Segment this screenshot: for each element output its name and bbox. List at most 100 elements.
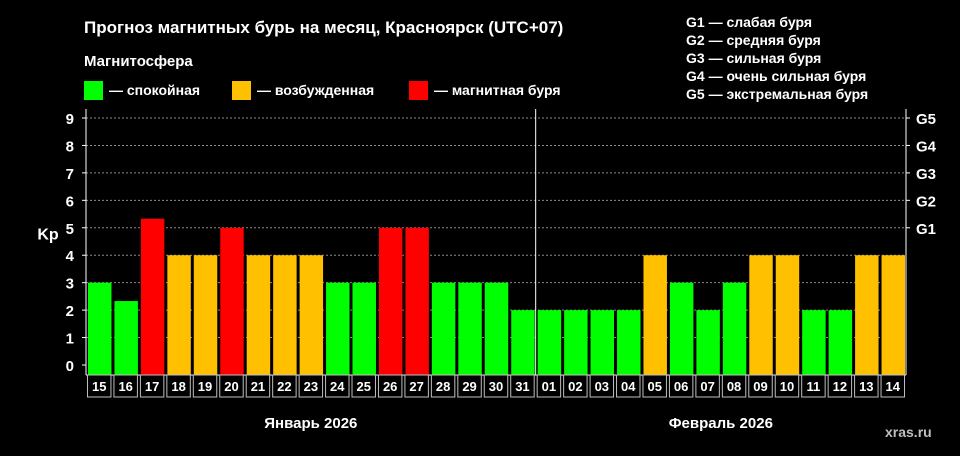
- date-label-14: 14: [886, 379, 901, 394]
- date-label-17: 17: [145, 379, 159, 394]
- date-box: [589, 374, 615, 398]
- date-box: [563, 374, 588, 398]
- watermark: xras.ru: [885, 424, 932, 440]
- date-box: [721, 374, 747, 398]
- bar-06: [669, 282, 694, 375]
- date-label-16: 16: [118, 379, 132, 394]
- y2-tick-label: G5: [916, 111, 936, 128]
- date-box: [192, 374, 218, 398]
- date-label-19: 19: [198, 379, 212, 394]
- date-box: [457, 374, 482, 398]
- date-label-01: 01: [542, 379, 556, 394]
- date-label-09: 09: [753, 379, 767, 394]
- bar-21: [246, 255, 271, 375]
- bar-05: [643, 255, 667, 375]
- bar-28: [431, 282, 456, 375]
- date-label-05: 05: [647, 379, 661, 394]
- y2-tick-label: G1: [916, 221, 936, 238]
- y2-tick-label: G3: [916, 166, 936, 183]
- bar-29: [458, 282, 482, 375]
- date-label-30: 30: [489, 379, 503, 394]
- bar-14: [881, 255, 905, 375]
- g-scale-g1: G1 — слабая буря: [686, 14, 813, 30]
- bar-20: [220, 227, 244, 375]
- g-scale-g2: G2 — средняя буря: [686, 32, 821, 48]
- bar-26: [378, 227, 403, 375]
- y-tick-label: 5: [66, 221, 74, 238]
- legend-title: Магнитосфера: [84, 53, 193, 70]
- y-tick-label: 3: [66, 276, 74, 293]
- g-scale-g5: G5 — экстремальная буря: [686, 86, 869, 102]
- date-label-31: 31: [515, 379, 529, 394]
- y-tick-label: 9: [66, 111, 74, 128]
- bar-23: [299, 255, 324, 375]
- date-box: [801, 374, 826, 398]
- date-box: [272, 374, 297, 398]
- bar-10: [775, 255, 800, 375]
- y-tick-label: 4: [66, 248, 75, 265]
- y2-tick-label: G4: [916, 138, 937, 155]
- date-box: [404, 374, 429, 398]
- bar-16: [114, 301, 138, 375]
- date-box: [139, 374, 165, 398]
- date-box: [668, 374, 694, 398]
- date-box: [827, 374, 853, 398]
- date-box: [219, 374, 244, 398]
- date-box: [748, 374, 773, 398]
- date-label-08: 08: [727, 379, 741, 394]
- bar-27: [405, 227, 429, 375]
- bar-04: [617, 310, 641, 375]
- y-tick-label: 6: [66, 193, 74, 210]
- date-label-03: 03: [595, 379, 609, 394]
- date-box: [695, 374, 720, 398]
- legend-label-excited: — возбужденная: [257, 82, 375, 98]
- legend-swatch-calm: [84, 80, 103, 100]
- legend-label-calm: — спокойная: [109, 82, 201, 98]
- chart-title: Прогноз магнитных бурь на месяц, Красноя…: [84, 18, 564, 37]
- date-label-22: 22: [277, 379, 291, 394]
- y-tick-label: 1: [66, 331, 74, 348]
- y2-tick-label: G2: [916, 193, 936, 210]
- date-box: [298, 374, 324, 398]
- date-box: [430, 374, 456, 398]
- date-box: [880, 374, 906, 398]
- date-label-02: 02: [568, 379, 582, 394]
- bar-02: [564, 310, 588, 375]
- date-label-11: 11: [807, 379, 821, 394]
- bar-11: [802, 310, 826, 375]
- date-label-27: 27: [409, 379, 423, 394]
- legend-label-storm: — магнитная буря: [434, 82, 561, 98]
- date-box: [642, 374, 667, 398]
- date-label-13: 13: [859, 379, 873, 394]
- month-label: Январь 2026: [264, 415, 357, 432]
- date-label-04: 04: [621, 379, 636, 394]
- g-scale-g4: G4 — очень сильная буря: [686, 68, 867, 84]
- date-box: [351, 374, 376, 398]
- date-box: [483, 374, 509, 398]
- bar-01: [537, 310, 562, 375]
- bar-15: [88, 282, 112, 375]
- date-label-12: 12: [833, 379, 847, 394]
- date-label-25: 25: [357, 379, 371, 394]
- date-box: [510, 374, 535, 398]
- bar-19: [193, 255, 218, 375]
- date-label-07: 07: [700, 379, 714, 394]
- bar-07: [696, 310, 720, 375]
- bar-09: [749, 255, 773, 375]
- bar-22: [273, 255, 297, 375]
- legend-item-excited: — возбужденная: [232, 80, 374, 100]
- date-label-20: 20: [224, 379, 238, 394]
- bar-12: [828, 310, 853, 375]
- bar-25: [352, 282, 376, 375]
- month-label: Февраль 2026: [669, 415, 773, 432]
- bar-13: [855, 255, 879, 375]
- g-scale-g3: G3 — сильная буря: [686, 50, 822, 66]
- date-box: [166, 374, 191, 398]
- date-label-28: 28: [436, 379, 450, 394]
- date-label-21: 21: [251, 379, 265, 394]
- date-box: [774, 374, 800, 398]
- y-tick-label: 7: [66, 166, 74, 183]
- bar-30: [484, 282, 509, 375]
- date-box: [854, 374, 879, 398]
